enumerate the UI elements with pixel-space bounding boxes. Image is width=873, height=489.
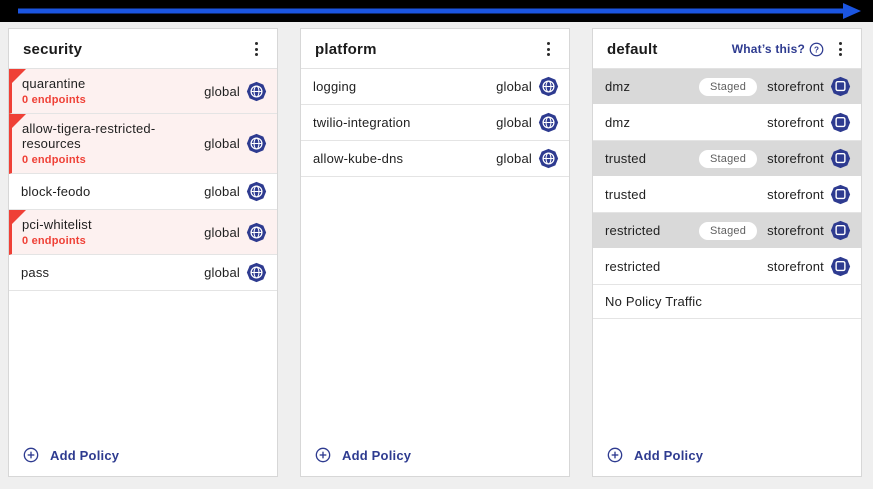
scope-label: global: [496, 79, 532, 94]
plus-circle-icon: [607, 447, 623, 463]
staged-badge: Staged: [699, 149, 758, 168]
policy-board: security quarantine 0 endpoints global a…: [0, 22, 873, 477]
globe-icon: [246, 262, 267, 283]
tier-header: platform: [301, 29, 569, 69]
tier-column-security: security quarantine 0 endpoints global a…: [8, 28, 278, 477]
scope-label: global: [496, 115, 532, 130]
add-policy-button[interactable]: Add Policy: [593, 436, 861, 476]
add-policy-button[interactable]: Add Policy: [301, 436, 569, 476]
endpoints-warning: 0 endpoints: [22, 235, 86, 247]
tier-header: security: [9, 29, 277, 69]
alert-corner-flag-icon: [12, 69, 26, 83]
right-arrow-icon: [18, 3, 861, 19]
alert-corner-flag-icon: [12, 210, 26, 224]
policy-name: restricted: [605, 223, 661, 238]
policy-row-twilio-integration[interactable]: twilio-integration global: [301, 105, 569, 141]
globe-icon: [538, 112, 559, 133]
scope-label: global: [204, 265, 240, 280]
namespace-icon: [830, 76, 851, 97]
globe-icon: [538, 148, 559, 169]
policy-row-allow-kube-dns[interactable]: allow-kube-dns global: [301, 141, 569, 177]
policy-row-pci-whitelist[interactable]: pci-whitelist 0 endpoints global: [9, 210, 277, 255]
add-policy-button[interactable]: Add Policy: [9, 436, 277, 476]
scope-label: global: [496, 151, 532, 166]
top-flow-bar: [0, 0, 873, 22]
policy-name: block-feodo: [21, 184, 91, 199]
scope-label: storefront: [767, 79, 824, 94]
policy-name: quarantine: [22, 76, 86, 91]
policy-row-quarantine[interactable]: quarantine 0 endpoints global: [9, 69, 277, 114]
no-policy-traffic-label: No Policy Traffic: [605, 294, 703, 309]
plus-circle-icon: [23, 447, 39, 463]
policy-row-restricted-staged[interactable]: restricted Staged storefront: [593, 213, 861, 249]
plus-circle-icon: [315, 447, 331, 463]
policy-name: pci-whitelist: [22, 217, 92, 232]
scope-label: storefront: [767, 187, 824, 202]
alert-corner-flag-icon: [12, 114, 26, 128]
policy-name: twilio-integration: [313, 115, 411, 130]
policy-name: allow-tigera-restricted-resources: [22, 121, 156, 151]
scope-label: global: [204, 136, 240, 151]
scope-label: global: [204, 83, 240, 99]
scope-label: storefront: [767, 223, 824, 238]
namespace-icon: [830, 184, 851, 205]
row-no-policy-traffic[interactable]: No Policy Traffic: [593, 285, 861, 319]
tier-header: default What’s this?: [593, 29, 861, 69]
policy-row-block-feodo[interactable]: block-feodo global: [9, 174, 277, 210]
policy-row-restricted[interactable]: restricted storefront: [593, 249, 861, 285]
policy-row-trusted[interactable]: trusted storefront: [593, 177, 861, 213]
policy-row-logging[interactable]: logging global: [301, 69, 569, 105]
policy-name: trusted: [605, 151, 647, 166]
add-policy-label: Add Policy: [342, 447, 412, 463]
add-policy-label: Add Policy: [634, 447, 704, 463]
namespace-icon: [830, 220, 851, 241]
policy-row-dmz[interactable]: dmz storefront: [593, 105, 861, 141]
kebab-menu-icon[interactable]: [831, 39, 849, 59]
whats-this-link[interactable]: What’s this?: [732, 42, 824, 57]
globe-icon: [246, 222, 267, 243]
policy-name: trusted: [605, 187, 647, 202]
scope-label: storefront: [767, 151, 824, 166]
tier-title: security: [23, 40, 83, 58]
namespace-icon: [830, 148, 851, 169]
namespace-icon: [830, 256, 851, 277]
tier-column-platform: platform logging global twilio-integrati…: [300, 28, 570, 477]
add-policy-label: Add Policy: [50, 447, 120, 463]
globe-icon: [246, 81, 267, 102]
scope-label: storefront: [767, 259, 824, 274]
tier-column-default: default What’s this? dmz Staged storefro…: [592, 28, 862, 477]
scope-label: storefront: [767, 115, 824, 130]
question-circle-icon: [809, 42, 824, 57]
tier-title: platform: [315, 40, 377, 58]
staged-badge: Staged: [699, 77, 758, 96]
policy-name: logging: [313, 79, 357, 94]
policy-name: pass: [21, 265, 50, 280]
tier-title: default: [607, 40, 658, 58]
whats-this-label: What’s this?: [731, 42, 805, 56]
scope-label: global: [204, 224, 240, 240]
policy-row-pass[interactable]: pass global: [9, 255, 277, 291]
globe-icon: [246, 133, 267, 154]
globe-icon: [538, 76, 559, 97]
kebab-menu-icon[interactable]: [539, 39, 557, 59]
kebab-menu-icon[interactable]: [247, 39, 265, 59]
policy-name: dmz: [605, 79, 631, 94]
endpoints-warning: 0 endpoints: [22, 154, 86, 166]
policy-row-trusted-staged[interactable]: trusted Staged storefront: [593, 141, 861, 177]
policy-row-dmz-staged[interactable]: dmz Staged storefront: [593, 69, 861, 105]
staged-badge: Staged: [699, 221, 758, 240]
namespace-icon: [830, 112, 851, 133]
globe-icon: [246, 181, 267, 202]
endpoints-warning: 0 endpoints: [22, 94, 86, 106]
scope-label: global: [204, 184, 240, 199]
policy-name: allow-kube-dns: [313, 151, 404, 166]
policy-name: restricted: [605, 259, 661, 274]
policy-name: dmz: [605, 115, 631, 130]
policy-row-allow-tigera-restricted-resources[interactable]: allow-tigera-restricted-resources 0 endp…: [9, 114, 277, 174]
